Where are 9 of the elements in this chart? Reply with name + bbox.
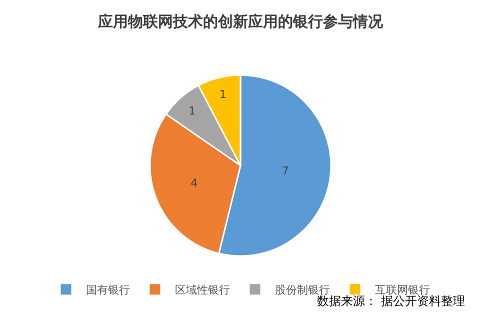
legend-label: 国有银行 [86, 284, 130, 297]
data-label: 7 [282, 164, 289, 178]
legend-label: 股份制银行 [275, 284, 330, 297]
data-label: 1 [220, 88, 227, 102]
data-label: 4 [190, 176, 198, 190]
chart-title: 应用物联网技术的创新应用的银行参与情况 [97, 12, 384, 30]
data-label: 1 [188, 104, 196, 118]
source-note: 数据来源： 据公开资料整理 [317, 294, 465, 308]
legend-label: 区域性银行 [175, 284, 230, 297]
